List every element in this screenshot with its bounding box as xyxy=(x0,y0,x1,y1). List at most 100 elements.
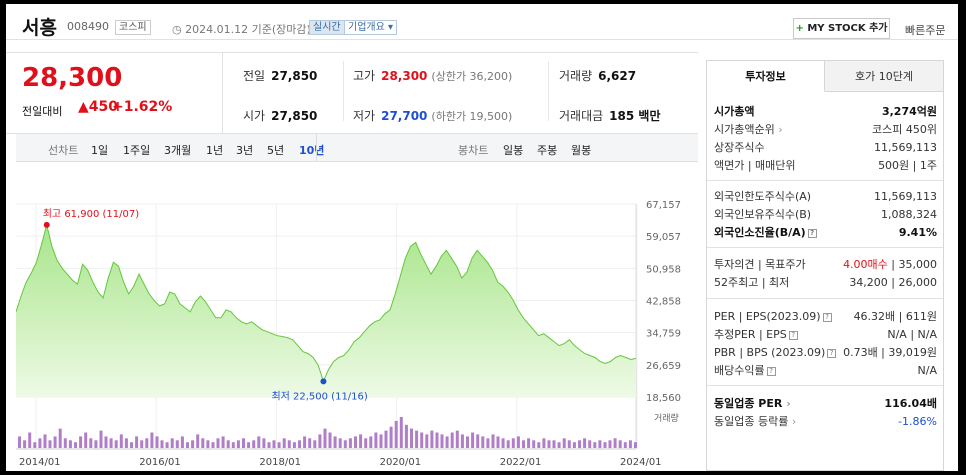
x-tick-label: 2024/01 xyxy=(620,457,662,468)
volume-bar xyxy=(109,438,113,448)
volume-bar xyxy=(379,434,383,448)
volume-bar xyxy=(455,430,459,448)
change-value: ▲450 xyxy=(78,99,119,115)
volume-bar xyxy=(399,417,403,448)
candle-weekly[interactable]: 주봉 xyxy=(537,144,558,157)
period-3m[interactable]: 3개월 xyxy=(164,144,192,157)
volume-bar xyxy=(471,432,475,448)
volume-bar xyxy=(145,438,149,448)
volume-bar xyxy=(384,430,388,448)
tab-investment-info[interactable]: 투자정보 xyxy=(707,61,825,92)
period-1d[interactable]: 1일 xyxy=(91,144,109,157)
volume-bar xyxy=(466,436,469,448)
volume-bar xyxy=(175,440,179,449)
x-tick-label: 2018/01 xyxy=(259,457,301,468)
help-icon[interactable]: ? xyxy=(822,313,832,322)
stock-panel: 서흥 008490 코스피 ◷ 2024.01.12 기준(장마감) 실시간 기… xyxy=(6,4,958,471)
foreign-hold-row: 외국인보유주식수(B) 1,088,324 xyxy=(714,208,937,221)
volume-bar xyxy=(511,438,515,448)
volume-bar xyxy=(43,434,47,448)
volume-bar xyxy=(430,430,434,448)
volume-bar xyxy=(435,432,439,448)
x-tick-label: 2020/01 xyxy=(380,457,422,468)
volume-bar xyxy=(445,436,449,448)
volume-bar xyxy=(318,434,322,448)
volume-bar xyxy=(180,436,184,448)
volume-bar xyxy=(33,442,37,448)
volume-bar xyxy=(557,442,561,448)
volume-bar xyxy=(532,440,536,449)
volume-bar xyxy=(389,426,393,448)
clock-icon: ◷ xyxy=(172,23,186,36)
volume-bar xyxy=(578,440,581,449)
volume-bar xyxy=(247,442,251,448)
volume-bar xyxy=(522,440,525,449)
volume-bar xyxy=(547,440,551,449)
foreign-ratio-row: 외국인소진율(B/A)? 9.41% xyxy=(714,226,937,239)
help-icon[interactable]: ? xyxy=(827,349,837,358)
quick-order-link[interactable]: 빠른주문 xyxy=(905,24,946,37)
volume-bar xyxy=(257,436,261,448)
price-chart[interactable]: 67,157 59,057 50,958 42,858 34,759 26,659 18,5… xyxy=(16,162,698,471)
plus-icon: + xyxy=(795,23,808,34)
period-3y[interactable]: 3년 xyxy=(236,144,254,157)
volume-bar xyxy=(140,440,144,449)
volume-bar xyxy=(501,438,505,448)
investment-info-panel: 투자정보 호가 10단계 시가총액 3,274억원 시가총액순위 › 코스피 450… xyxy=(706,60,944,471)
y-tick-label: 42,858 xyxy=(646,297,681,308)
period-1w[interactable]: 1주일 xyxy=(123,144,151,157)
volume-bar xyxy=(572,442,576,448)
help-icon[interactable]: ? xyxy=(788,331,798,340)
volume-bar xyxy=(287,440,291,449)
volume-bar xyxy=(196,434,200,448)
industry-per-row[interactable]: 동일업종 PER › 116.04배 xyxy=(714,397,937,410)
volume-bar xyxy=(292,442,296,448)
help-icon[interactable]: ? xyxy=(807,229,817,238)
volume-bar xyxy=(460,434,464,448)
tab-orderbook-10[interactable]: 호가 10단계 xyxy=(825,61,943,92)
stock-header: 서흥 008490 코스피 ◷ 2024.01.12 기준(장마감) 실시간 기… xyxy=(6,4,958,40)
candle-daily[interactable]: 일봉 xyxy=(503,144,524,157)
volume-bar xyxy=(404,424,408,449)
volume-bar xyxy=(516,436,520,448)
market-cap-rank-row[interactable]: 시가총액순위 › 코스피 450위 xyxy=(714,123,937,136)
volume-label: 거래량 xyxy=(654,412,679,424)
volume-bar xyxy=(623,442,627,448)
date-text: ◷ 2024.01.12 기준(장마감) xyxy=(172,23,311,36)
volume-bar xyxy=(542,438,546,448)
volume: 거래량 6,627 xyxy=(559,69,637,83)
trade-amount: 거래대금 185 백만 xyxy=(559,109,661,123)
corp-overview-button[interactable]: 기업개요 ▾ xyxy=(344,20,398,35)
high-price: 고가 28,300 (상한가 36,200) xyxy=(353,69,513,83)
mystock-add-button[interactable]: + MY STOCK 추가 xyxy=(793,18,890,39)
period-1y[interactable]: 1년 xyxy=(206,144,224,157)
volume-bar xyxy=(598,440,602,449)
volume-bar xyxy=(282,438,286,448)
period-10y[interactable]: 10년 xyxy=(299,144,325,157)
quote-summary: 전일 27,850 고가 28,300 (상한가 36,200) 거래량 6,627 시… xyxy=(222,52,698,134)
pbr-row: PBR | BPS (2023.09)? 0.73배 | 39,019원 xyxy=(714,346,937,359)
candle-chart-label: 봉차트 xyxy=(458,144,489,157)
candle-monthly[interactable]: 월봉 xyxy=(571,144,592,157)
volume-bar xyxy=(206,440,210,449)
volume-bar xyxy=(313,440,317,449)
realtime-button[interactable]: 실시간 xyxy=(309,20,345,35)
market-badge: 코스피 xyxy=(115,20,151,35)
period-5y[interactable]: 5년 xyxy=(267,144,285,157)
volume-bar xyxy=(323,428,327,448)
stock-code: 008490 xyxy=(67,20,109,33)
stock-name[interactable]: 서흥 xyxy=(22,17,57,39)
volume-bar xyxy=(613,438,617,448)
price-line xyxy=(16,224,637,383)
volume-bar xyxy=(99,430,103,448)
open-price: 시가 27,850 xyxy=(243,109,318,123)
current-price-box: 28,300 전일대비 ▲450 +1.62% xyxy=(6,52,222,134)
x-tick-label: 2022/01 xyxy=(500,457,542,468)
line-chart-label: 선차트 xyxy=(48,144,79,157)
volume-bar xyxy=(94,440,98,449)
industry-rate-row: 동일업종 등락률 › -1.86% xyxy=(714,415,937,428)
volume-bar xyxy=(562,438,566,448)
chevron-right-icon: › xyxy=(788,415,797,428)
help-icon[interactable]: ? xyxy=(766,367,776,376)
volume-bar xyxy=(634,442,637,448)
